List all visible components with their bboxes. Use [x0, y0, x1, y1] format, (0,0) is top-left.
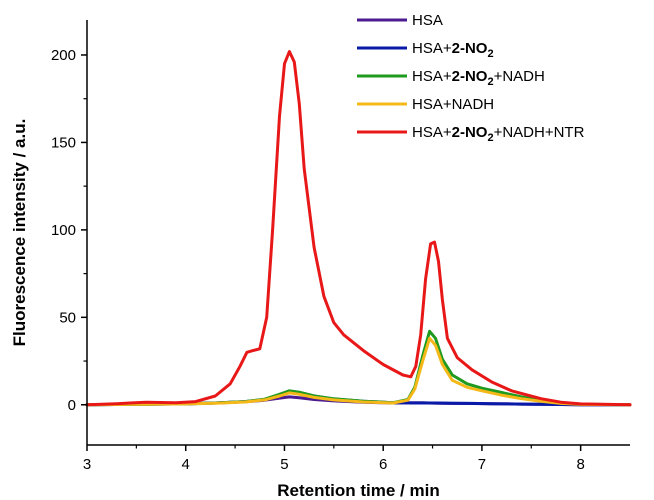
series-line-5 — [85, 50, 632, 407]
legend-label-1: HSA — [412, 12, 443, 29]
x-axis: 3 4 5 6 7 8 — [83, 444, 630, 473]
x-tick-label: 5 — [280, 456, 288, 473]
plot-area — [85, 50, 632, 407]
y-tick-label: 50 — [59, 309, 76, 326]
legend-label-3: HSA+2-NO2+NADH — [412, 68, 545, 88]
series-line-4 — [85, 336, 632, 407]
legend-label-5: HSA+2-NO2+NADH+NTR — [412, 124, 585, 144]
y-tick-label: 150 — [51, 134, 76, 151]
y-tick-label: 100 — [51, 222, 76, 239]
x-tick-label: 8 — [576, 456, 584, 473]
y-axis: 0 50 100 150 200 — [51, 20, 88, 445]
y-axis-title: Fluorescence intensity / a.u. — [10, 119, 29, 347]
y-tick-label: 0 — [68, 397, 76, 414]
x-axis-title: Retention time / min — [277, 481, 439, 500]
x-tick-label: 6 — [379, 456, 387, 473]
y-tick-label: 200 — [51, 47, 76, 64]
x-tick-label: 4 — [182, 456, 190, 473]
x-tick-label: 7 — [478, 456, 486, 473]
legend: HSA HSA+2-NO2 HSA+2-NO2+NADH HSA+NADH HSA+2-… — [357, 12, 585, 144]
legend-label-4: HSA+NADH — [412, 96, 494, 113]
x-tick-label: 3 — [83, 456, 91, 473]
legend-label-2: HSA+2-NO2 — [412, 40, 494, 60]
series-line-3 — [85, 329, 632, 407]
